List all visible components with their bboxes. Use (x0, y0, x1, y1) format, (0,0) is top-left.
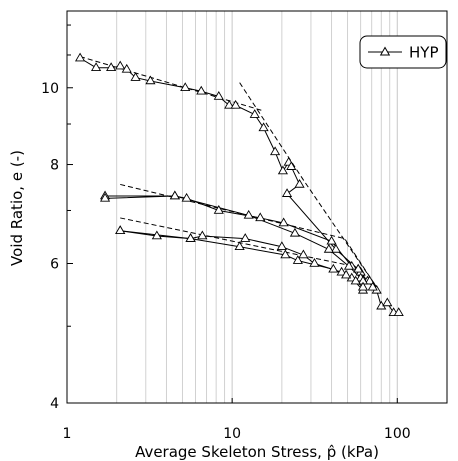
data-point (328, 263, 339, 273)
data-point (298, 249, 309, 259)
data-point (341, 269, 352, 279)
data-point (106, 62, 117, 71)
data-point (74, 52, 86, 62)
data-point (99, 192, 111, 202)
data-point (243, 209, 254, 219)
x-tick-label: 10 (223, 426, 241, 442)
data-point (278, 217, 289, 227)
legend-box (359, 35, 447, 69)
plot-area-border (66, 10, 448, 404)
data-point (323, 243, 334, 253)
data-point (224, 99, 235, 109)
fitted-line (239, 82, 378, 288)
data-point (240, 233, 251, 242)
data-point (343, 260, 355, 270)
legend-label: HYP (409, 44, 439, 62)
y-tick-label: 4 (50, 396, 59, 412)
data-point (234, 241, 245, 250)
data-point (364, 275, 375, 285)
data-point (130, 72, 141, 81)
legend: HYP (359, 35, 447, 69)
data-point (382, 297, 393, 307)
data-point (115, 225, 126, 234)
data-point (213, 204, 224, 214)
data-point (326, 235, 337, 245)
axis-ticks: 1 10 100 4 6 8 10 (41, 24, 411, 442)
x-tick-label: 100 (384, 426, 411, 442)
x-axis-label: Average Skeleton Stress, p̂ (kPa) (135, 443, 379, 461)
data-point (292, 255, 303, 264)
data-series (74, 52, 404, 316)
data-point (255, 212, 266, 222)
data-point (350, 275, 361, 285)
data-point (196, 85, 207, 95)
data-point (336, 266, 347, 276)
y-tick-label: 8 (50, 158, 59, 174)
y-tick-label: 6 (50, 257, 59, 273)
data-point (294, 178, 305, 188)
data-point (180, 82, 191, 92)
data-point (280, 249, 291, 259)
y-tick-label: 10 (41, 81, 59, 97)
data-point (169, 190, 180, 200)
data-point (145, 75, 156, 85)
data-point (353, 263, 364, 273)
data-point (286, 161, 297, 170)
legend-marker (379, 46, 391, 56)
data-point (258, 122, 269, 132)
data-point (115, 60, 126, 70)
data-point (276, 241, 287, 250)
data-point (277, 165, 289, 175)
data-point (281, 188, 293, 197)
data-point (270, 146, 281, 156)
y-axis-label: Void Ratio, e (-) (8, 150, 26, 266)
data-point (213, 90, 224, 100)
data-point (181, 192, 192, 202)
data-point (230, 99, 241, 109)
data-point (367, 281, 378, 291)
data-point (357, 281, 369, 291)
fitted-line (120, 183, 378, 288)
data-point (151, 230, 162, 240)
data-point (121, 63, 132, 73)
data-point (330, 243, 342, 253)
data-point (289, 227, 301, 237)
data-point (249, 109, 260, 118)
grid-lines (116, 11, 398, 403)
data-point (309, 258, 320, 267)
data-point (393, 307, 404, 316)
x-tick-label: 1 (63, 426, 72, 442)
data-point (185, 233, 196, 242)
data-point (90, 62, 102, 71)
data-point (197, 230, 208, 240)
